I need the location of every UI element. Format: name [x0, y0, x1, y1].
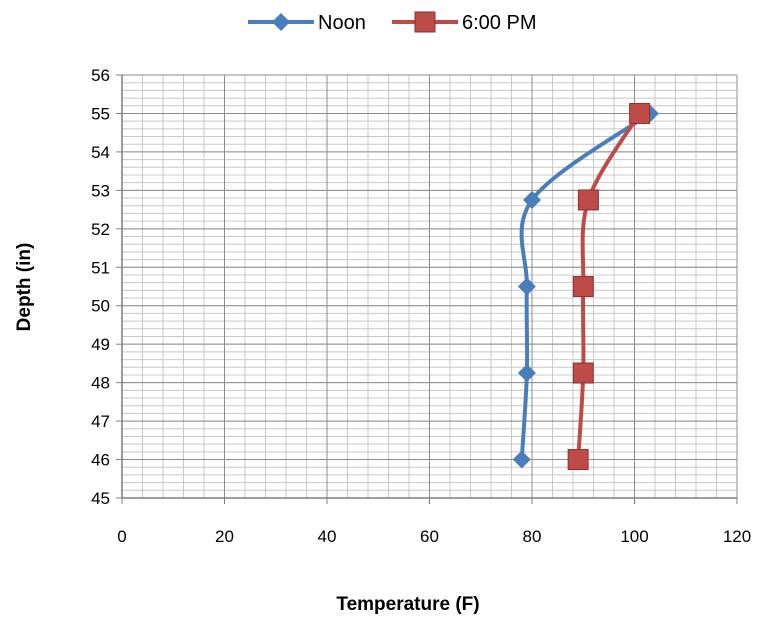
legend-item-6pm: 6:00 PM: [392, 11, 536, 34]
data-point-6-00-pm: [572, 276, 594, 297]
grid: [121, 74, 738, 499]
x-tick-label: 60: [420, 527, 439, 546]
y-tick-label: 50: [91, 297, 110, 316]
y-tick-label: 56: [91, 66, 110, 85]
legend-label-6pm: 6:00 PM: [462, 12, 536, 34]
x-tick-label: 80: [523, 527, 542, 546]
y-tick-label: 51: [91, 258, 110, 277]
y-tick-label: 52: [91, 220, 110, 239]
x-axis-title: Temperature (F): [336, 594, 479, 615]
x-tick-label: 120: [723, 527, 751, 546]
y-tick-label: 53: [91, 181, 110, 200]
y-tick-label: 45: [91, 489, 110, 508]
y-tick-label: 46: [91, 451, 110, 470]
tick-labels: 45 46 47 48 49 50 51 52 53 54 55 56 0 20 40 60 80 100 120: [91, 66, 751, 546]
y-tick-label: 49: [91, 335, 110, 354]
y-tick-label: 55: [91, 104, 110, 123]
data-point-noon: [517, 277, 536, 296]
axes: [116, 74, 738, 504]
data-point-6-00-pm: [629, 102, 651, 124]
x-tick-label: 100: [620, 527, 648, 546]
data-point-noon: [517, 364, 536, 383]
x-tick-label: 40: [318, 527, 337, 546]
data-point-6-00-pm: [567, 449, 589, 471]
data-point-noon: [523, 190, 541, 209]
legend-item-noon: Noon: [248, 12, 366, 34]
data-point-noon: [512, 450, 531, 469]
y-axis-title: Depth (in): [14, 243, 35, 332]
x-tick-label: 0: [117, 527, 126, 546]
y-tick-label: 47: [91, 412, 110, 431]
x-tick-label: 20: [215, 527, 234, 546]
legend-marker-6pm: [414, 11, 436, 33]
legend: Noon 6:00 PM: [248, 11, 536, 34]
series: [512, 102, 659, 471]
data-point-6-00-pm: [572, 362, 594, 384]
legend-marker-noon: [272, 13, 290, 31]
y-tick-label: 48: [91, 374, 110, 393]
y-tick-label: 54: [91, 143, 110, 162]
legend-label-noon: Noon: [318, 12, 366, 34]
data-point-6-00-pm: [577, 189, 599, 211]
